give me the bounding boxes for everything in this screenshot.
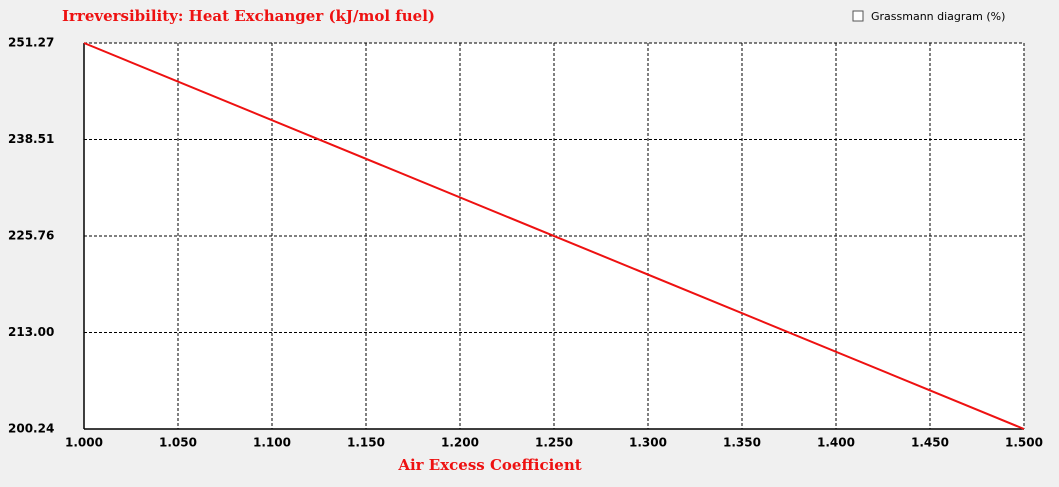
x-tick-label: 1.150 xyxy=(347,436,385,450)
x-tick-label: 1.400 xyxy=(817,436,855,450)
x-tick-label: 1.450 xyxy=(911,436,949,450)
x-axis-label: Air Excess Coefficient xyxy=(397,456,581,474)
chart-title: Irreversibility: Heat Exchanger (kJ/mol … xyxy=(62,7,435,25)
x-tick-label: 1.100 xyxy=(253,436,291,450)
checkbox[interactable] xyxy=(852,10,864,22)
x-tick-label: 1.350 xyxy=(723,436,761,450)
y-tick-label: 238.51 xyxy=(8,132,54,146)
y-tick-label: 200.24 xyxy=(8,422,54,436)
x-tick-label: 1.250 xyxy=(535,436,573,450)
x-tick-label: 1.500 xyxy=(1005,436,1043,450)
x-tick-label: 1.000 xyxy=(65,436,103,450)
x-tick-label: 1.200 xyxy=(441,436,479,450)
checkbox-label[interactable]: Grassmann diagram (%) xyxy=(871,10,1005,23)
data-line xyxy=(83,42,1025,430)
x-tick-label: 1.050 xyxy=(159,436,197,450)
grassmann-checkbox[interactable]: Grassmann diagram (%) xyxy=(852,10,1005,23)
y-tick-label: 251.27 xyxy=(8,36,54,50)
y-tick-label: 213.00 xyxy=(8,325,54,339)
x-tick-label: 1.300 xyxy=(629,436,667,450)
y-tick-label: 225.76 xyxy=(8,228,54,242)
